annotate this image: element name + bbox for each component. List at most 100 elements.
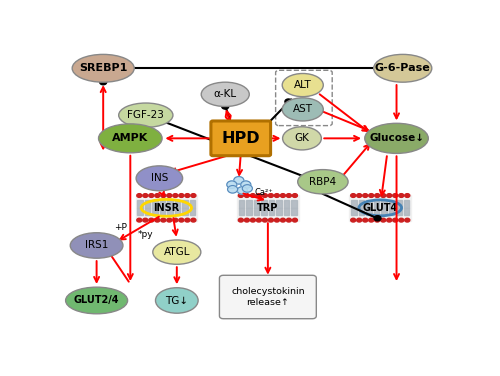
Bar: [366, 208, 372, 215]
Bar: [389, 208, 394, 215]
Text: G-6-Pase: G-6-Pase: [375, 63, 430, 73]
Bar: [246, 208, 252, 215]
Bar: [152, 208, 158, 215]
Bar: [239, 200, 244, 208]
Bar: [190, 200, 196, 208]
Circle shape: [386, 218, 392, 222]
Circle shape: [399, 66, 406, 71]
Circle shape: [173, 218, 178, 222]
Circle shape: [280, 218, 285, 222]
Text: FGF-23: FGF-23: [128, 110, 164, 120]
Circle shape: [149, 218, 154, 222]
Circle shape: [286, 218, 292, 222]
Text: *py: *py: [138, 230, 154, 239]
Circle shape: [392, 218, 398, 222]
Ellipse shape: [156, 288, 198, 313]
Circle shape: [285, 99, 292, 104]
Bar: [182, 208, 188, 215]
Circle shape: [268, 218, 274, 222]
Circle shape: [274, 194, 280, 197]
Bar: [350, 195, 411, 221]
Text: GK: GK: [294, 133, 310, 143]
FancyBboxPatch shape: [220, 275, 316, 319]
Circle shape: [292, 218, 298, 222]
Ellipse shape: [282, 73, 324, 97]
Circle shape: [374, 194, 380, 197]
Circle shape: [250, 218, 256, 222]
Bar: [404, 208, 409, 215]
Ellipse shape: [118, 103, 173, 127]
Text: Ca²⁺: Ca²⁺: [254, 188, 273, 197]
Circle shape: [167, 218, 172, 222]
Circle shape: [368, 194, 374, 197]
Circle shape: [362, 218, 368, 222]
Circle shape: [191, 218, 196, 222]
Ellipse shape: [153, 240, 201, 264]
Bar: [262, 200, 267, 208]
Circle shape: [368, 218, 374, 222]
Text: TRP: TRP: [257, 203, 278, 213]
Bar: [239, 208, 244, 215]
Circle shape: [242, 185, 252, 192]
Circle shape: [244, 218, 250, 222]
Bar: [145, 208, 150, 215]
Bar: [366, 200, 372, 208]
Circle shape: [161, 194, 166, 197]
Circle shape: [137, 218, 142, 222]
Text: HPD: HPD: [222, 131, 260, 146]
Text: RBP4: RBP4: [310, 177, 336, 187]
Circle shape: [222, 104, 228, 109]
Bar: [168, 208, 173, 215]
Circle shape: [191, 194, 196, 197]
Circle shape: [167, 194, 172, 197]
Ellipse shape: [98, 124, 162, 153]
Circle shape: [143, 194, 148, 197]
Text: AST: AST: [293, 105, 313, 114]
Bar: [269, 200, 274, 208]
Bar: [396, 208, 402, 215]
Bar: [254, 200, 260, 208]
Bar: [269, 208, 274, 215]
Circle shape: [227, 181, 237, 188]
Text: TG↓: TG↓: [165, 296, 188, 305]
Bar: [359, 208, 364, 215]
Circle shape: [374, 216, 381, 221]
Circle shape: [392, 194, 398, 197]
Circle shape: [244, 194, 250, 197]
Text: ALT: ALT: [294, 80, 312, 90]
Ellipse shape: [66, 287, 128, 314]
Circle shape: [356, 194, 362, 197]
Circle shape: [268, 194, 274, 197]
Bar: [404, 200, 409, 208]
Bar: [190, 208, 196, 215]
Circle shape: [280, 194, 285, 197]
Bar: [382, 208, 386, 215]
Circle shape: [179, 194, 184, 197]
Text: SREBP1: SREBP1: [79, 63, 128, 73]
Circle shape: [137, 194, 142, 197]
Circle shape: [238, 194, 244, 197]
Bar: [374, 200, 379, 208]
Circle shape: [155, 194, 160, 197]
Bar: [152, 200, 158, 208]
Ellipse shape: [365, 123, 428, 153]
Bar: [284, 208, 290, 215]
Bar: [276, 208, 282, 215]
Bar: [175, 208, 180, 215]
Ellipse shape: [298, 170, 348, 194]
Circle shape: [362, 194, 368, 197]
Bar: [182, 200, 188, 208]
Circle shape: [405, 218, 410, 222]
Circle shape: [149, 194, 154, 197]
Circle shape: [356, 218, 362, 222]
Circle shape: [399, 194, 404, 197]
Circle shape: [256, 194, 262, 197]
Circle shape: [312, 178, 318, 183]
Ellipse shape: [374, 55, 432, 82]
Circle shape: [350, 194, 356, 197]
Circle shape: [234, 177, 244, 184]
Text: IRS1: IRS1: [85, 241, 108, 250]
Circle shape: [238, 218, 244, 222]
Bar: [292, 208, 297, 215]
Bar: [292, 200, 297, 208]
